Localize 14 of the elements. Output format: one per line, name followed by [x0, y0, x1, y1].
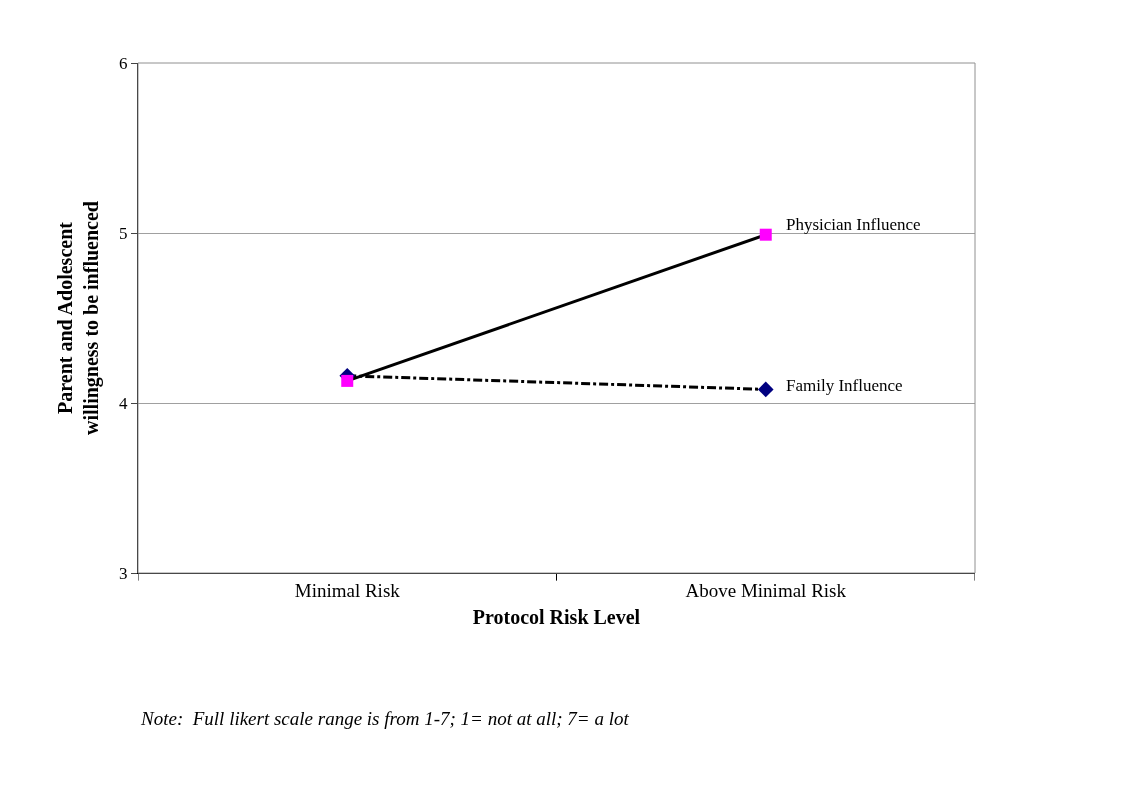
text: Note: Full likert scale range is from 1-7; 1= not at all; 7= a lot [140, 708, 630, 729]
y-tick-label: 4 [119, 393, 129, 413]
series-label: Physician Influence [786, 215, 921, 234]
point [759, 228, 772, 241]
y-tick-label: 3 [119, 563, 128, 583]
y-tick-label: 5 [119, 223, 128, 243]
y-tick-label: 6 [119, 53, 128, 73]
y-axis-title: Parent and Adolescent willingness to be influenced [53, 201, 103, 435]
series-label: Family Influence [786, 376, 903, 395]
point [341, 374, 354, 387]
point [757, 381, 774, 398]
x-axis-title: Protocol Risk Level [472, 606, 641, 629]
x-tick-label: Minimal Risk [294, 579, 401, 601]
x-tick-label: Above Minimal Risk [685, 579, 847, 601]
